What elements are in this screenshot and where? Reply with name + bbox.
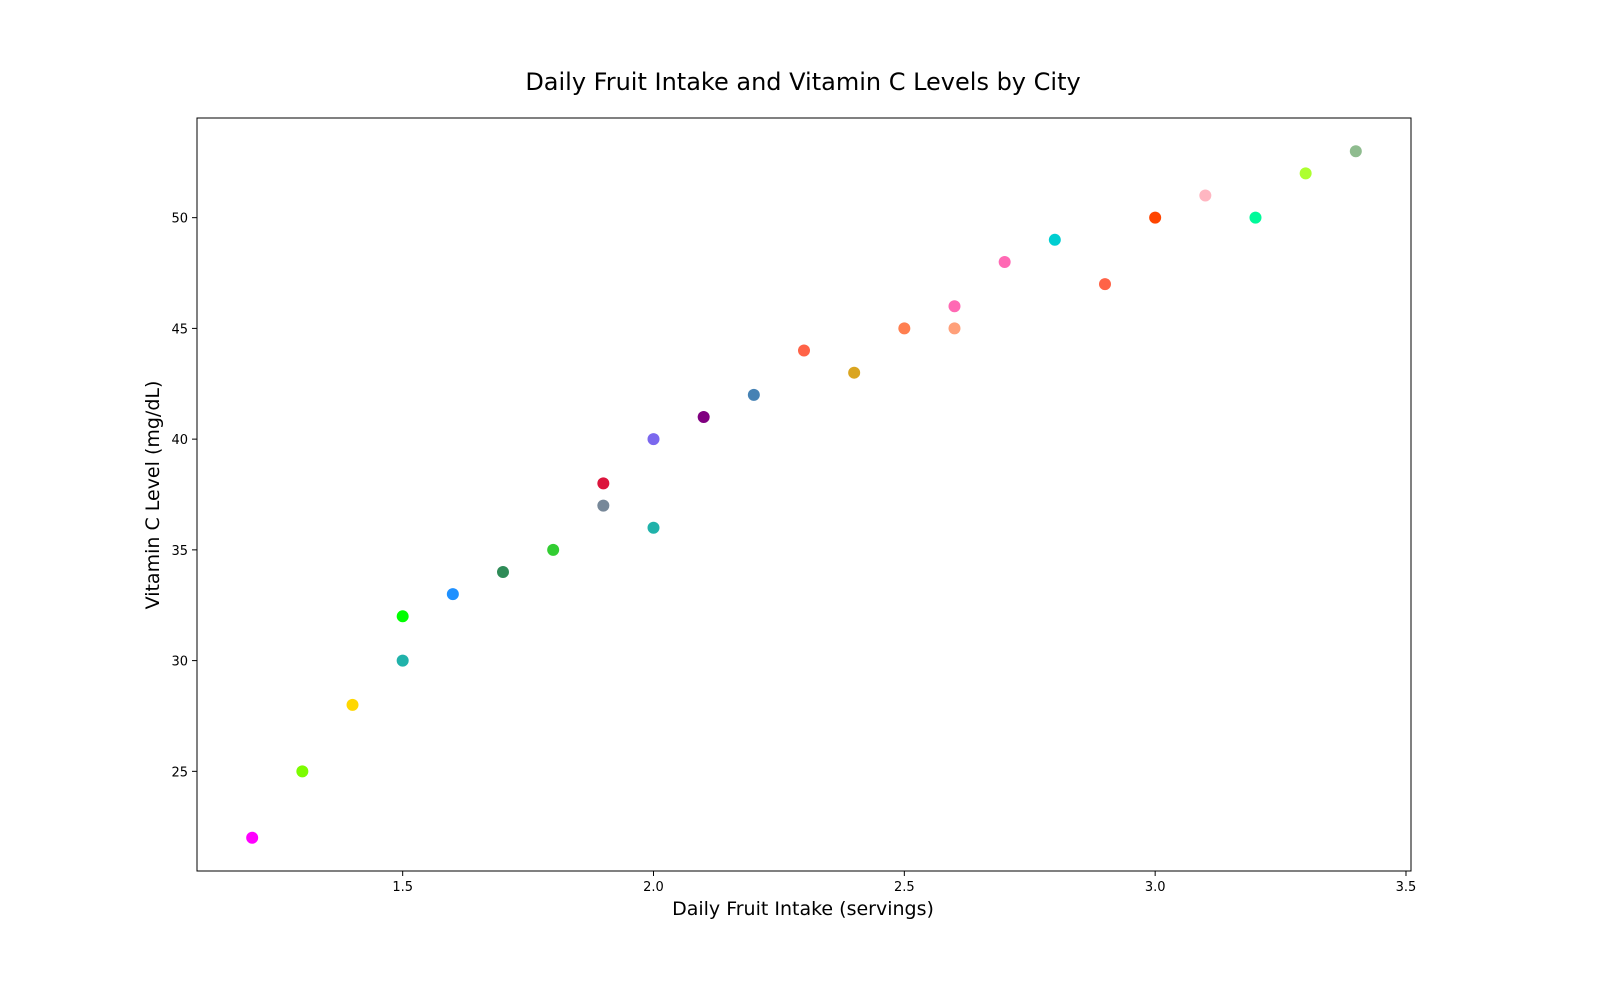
data-point <box>597 499 610 512</box>
data-point <box>1098 278 1111 291</box>
data-point <box>246 831 259 844</box>
y-tick-label: 50 <box>171 212 188 227</box>
data-point <box>747 388 760 401</box>
data-point <box>497 566 510 579</box>
y-tick-label: 25 <box>171 765 188 780</box>
data-point <box>597 477 610 490</box>
data-point <box>1048 233 1061 246</box>
x-tick-label: 3.5 <box>1396 880 1417 895</box>
y-tick-label: 40 <box>171 433 188 448</box>
x-tick-label: 2.0 <box>643 880 664 895</box>
data-point <box>1149 211 1162 224</box>
x-tick-label: 1.5 <box>392 880 413 895</box>
data-point <box>948 322 961 335</box>
data-point <box>898 322 911 335</box>
x-axis: 1.5 2.0 2.5 3.0 3.5 <box>392 871 1416 895</box>
data-point <box>396 610 409 623</box>
data-points <box>246 145 1362 844</box>
data-point <box>1199 189 1212 202</box>
x-tick-label: 3.0 <box>1145 880 1166 895</box>
y-tick-label: 30 <box>171 655 188 670</box>
data-point <box>446 588 459 601</box>
data-point <box>1299 167 1312 180</box>
y-tick-label: 35 <box>171 544 188 559</box>
chart-title: Daily Fruit Intake and Vitamin C Levels … <box>525 68 1080 96</box>
data-point <box>547 543 560 556</box>
x-tick-label: 2.5 <box>894 880 915 895</box>
y-tick-label: 45 <box>171 322 188 337</box>
data-point <box>1249 211 1262 224</box>
plot-area <box>196 117 1412 872</box>
data-point <box>948 300 961 313</box>
data-point <box>998 255 1011 268</box>
data-point <box>1349 145 1362 158</box>
data-point <box>346 698 359 711</box>
data-point <box>296 765 309 778</box>
data-point <box>848 366 861 379</box>
data-point <box>697 410 710 423</box>
y-axis-label: Vitamin C Level (mg/dL) <box>142 381 164 610</box>
y-axis: 25 30 35 40 45 50 <box>171 212 197 780</box>
data-point <box>647 433 660 446</box>
data-point <box>798 344 810 357</box>
data-point <box>647 521 660 534</box>
data-point <box>396 654 409 667</box>
x-axis-label: Daily Fruit Intake (servings) <box>672 898 934 920</box>
